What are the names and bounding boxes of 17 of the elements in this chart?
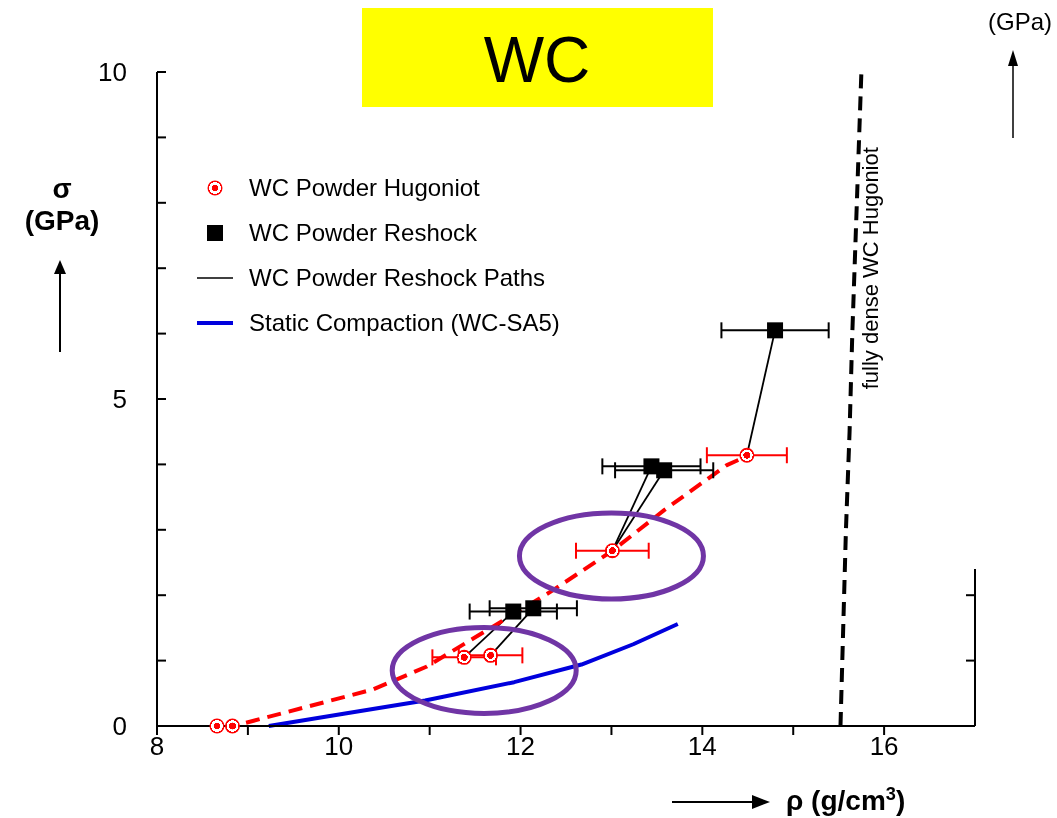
x-tick-label: 14 — [687, 731, 717, 762]
y-tick-label: 10 — [98, 57, 127, 87]
legend-label: WC Powder Hugoniot — [249, 173, 480, 203]
x-tick-label: 8 — [149, 731, 165, 762]
y-tick-label: 5 — [112, 384, 127, 414]
x-tick-label: 12 — [506, 731, 536, 762]
x-axis-title: ρ (g/cm$^{3}$) — [786, 784, 906, 816]
y-axis-title: σ (GPa) — [24, 173, 100, 236]
legend-label: Static Compaction (WC-SA5) — [249, 308, 560, 338]
legend-label: WC Powder Reshock Paths — [249, 263, 546, 293]
chart-title: WC — [483, 24, 591, 96]
y2-axis-title: (GPa) — [987, 8, 1053, 35]
annotation: fully dense WC Hugoniot — [857, 147, 883, 390]
y-tick-label: 0 — [112, 711, 127, 741]
x-tick-label: 16 — [869, 731, 899, 762]
x-tick-label: 10 — [324, 731, 354, 762]
legend-label: WC Powder Reshock — [249, 218, 478, 248]
